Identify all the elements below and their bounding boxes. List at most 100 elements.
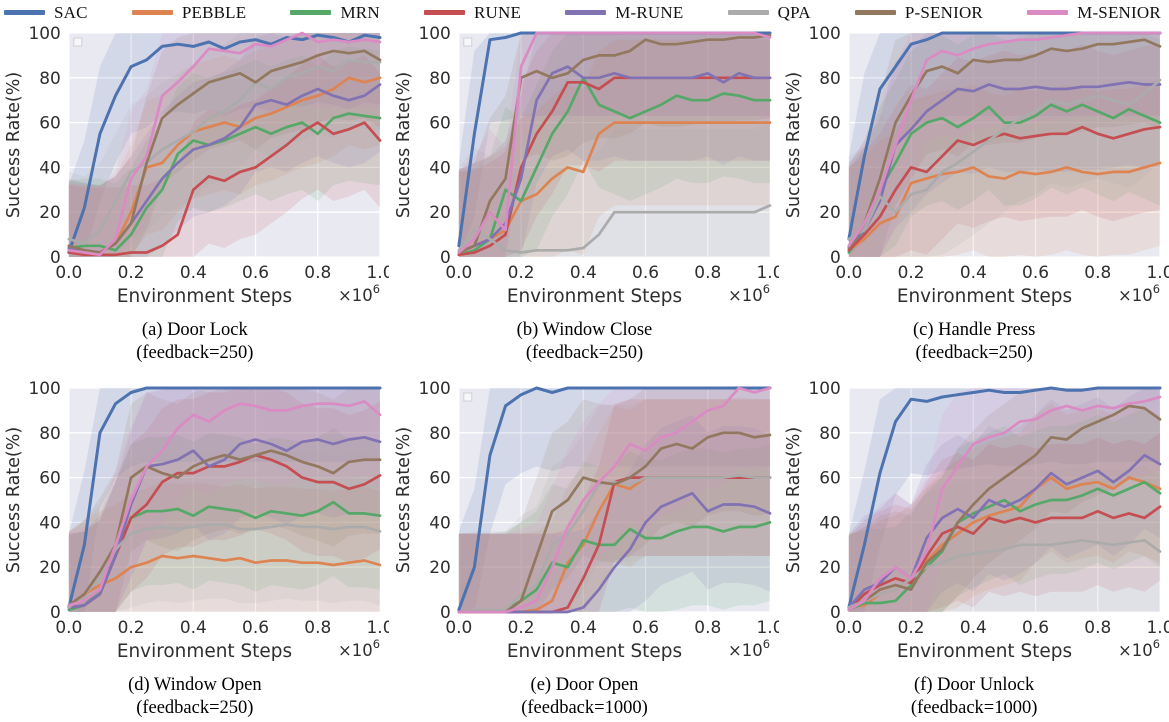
chart-c: 0 20 40 60 80 100 0.0 0.2 0.4 0.6 0.8 1.0 Success Ra… <box>784 25 1169 307</box>
axis-exponent-label: ×106 <box>1118 637 1160 660</box>
line-qpa <box>67 58 382 245</box>
x-tick-label: 0.0 <box>835 618 862 638</box>
x-axis-label: Environment Steps <box>117 641 292 662</box>
axis-exponent-base: ×10 <box>1118 641 1153 660</box>
line-p-senior <box>457 431 772 614</box>
legend-label-m-senior: M-SENIOR <box>1077 2 1161 22</box>
y-tick-label: 100 <box>29 380 61 399</box>
x-tick-label: 1.0 <box>367 618 389 638</box>
caption-f-line-1: (f) Door Unlock <box>914 675 1035 696</box>
axis-exponent-power: 6 <box>373 637 380 651</box>
line-rune <box>847 505 1162 612</box>
y-tick-label: 80 <box>429 69 451 89</box>
band-p-senior <box>848 33 1160 257</box>
x-axis-label: Environment Steps <box>896 641 1071 662</box>
x-axis-label: Environment Steps <box>507 286 682 307</box>
legend-swatch-rune <box>423 10 465 15</box>
line-m-senior <box>847 31 1162 248</box>
band-mrn <box>848 33 1160 257</box>
caption-f: (f) Door Unlock (feedback=1000) <box>911 674 1038 719</box>
chart-b: 0 20 40 60 80 100 0.0 0.2 0.4 0.6 0.8 1.0 Success Ra… <box>394 25 779 307</box>
y-tick-label: 0 <box>830 603 841 623</box>
axis-exponent-power: 6 <box>763 637 770 651</box>
y-tick-label: 60 <box>40 469 62 489</box>
caption-a-line-1: (a) Door Lock <box>141 320 248 340</box>
x-tick-label: 0.8 <box>305 263 332 283</box>
x-tick-label: 0.4 <box>570 618 597 638</box>
x-tick-label: 0.6 <box>632 618 659 638</box>
band-rune <box>69 388 381 613</box>
y-tick-label: 0 <box>50 603 61 623</box>
subplot-d: 0 20 40 60 80 100 0.0 0.2 0.4 0.6 0.8 1.0 Success Ra… <box>0 380 390 719</box>
legend-item-m-rune: M-RUNE <box>565 3 683 23</box>
axis-exponent-power: 6 <box>373 282 380 296</box>
y-tick-label: 0 <box>440 248 451 268</box>
legend-swatch-m-rune <box>565 10 607 15</box>
caption-e-line-1: (e) Door Open <box>530 675 639 696</box>
line-m-senior <box>457 386 772 614</box>
legend-placeholder-box <box>463 392 473 402</box>
band-sac <box>458 33 771 257</box>
axis-exponent-base: ×10 <box>338 641 373 660</box>
line-mrn <box>847 480 1162 612</box>
band-m-rune <box>69 388 381 613</box>
y-tick-label: 100 <box>418 25 450 44</box>
y-tick-label: 0 <box>830 248 841 268</box>
chart-a: 0 20 40 60 80 100 0.0 0.2 0.4 0.6 0.8 1.0 Success Ra… <box>4 25 389 307</box>
band-qpa <box>69 450 381 613</box>
band-rune <box>458 33 771 257</box>
caption-a: (a) Door Lock (feedback=250) <box>136 319 253 364</box>
x-axis-label: Environment Steps <box>117 286 292 307</box>
line-mrn <box>67 112 382 252</box>
band-qpa <box>848 33 1160 257</box>
legend-label-p-senior: P-SENIOR <box>904 2 983 22</box>
y-tick-label: 60 <box>429 469 451 489</box>
y-tick-label: 0 <box>440 603 451 623</box>
line-mrn <box>847 103 1162 254</box>
band-p-senior <box>458 33 771 257</box>
y-tick-label: 60 <box>819 114 841 134</box>
chart-d: 0 20 40 60 80 100 0.0 0.2 0.4 0.6 0.8 1.0 Success Ra… <box>4 380 389 662</box>
plot-area <box>458 388 771 613</box>
line-p-senior <box>67 49 382 254</box>
band-m-rune <box>458 415 771 613</box>
caption-c: (c) Handle Press (feedback=250) <box>913 319 1035 364</box>
axis-exponent-base: ×10 <box>728 641 763 660</box>
y-tick-label: 60 <box>819 469 841 489</box>
caption-b-line-2: (feedback=250) <box>525 342 644 363</box>
x-axis-label: Environment Steps <box>896 286 1071 307</box>
line-sac <box>67 386 382 610</box>
legend-label-pebble: PEBBLE <box>181 2 247 22</box>
x-tick-label: 0.4 <box>180 263 207 283</box>
y-axis-label: Success Rate(%) <box>394 427 414 573</box>
y-axis-label: Success Rate(%) <box>784 427 804 573</box>
x-tick-label: 0.8 <box>1084 263 1111 283</box>
band-m-senior <box>69 388 381 613</box>
y-axis-label: Success Rate(%) <box>4 72 24 218</box>
caption-b-line-1: (b) Window Close <box>516 320 653 340</box>
line-sac <box>457 386 772 612</box>
line-m-rune <box>457 492 772 614</box>
y-tick-label: 100 <box>808 380 840 399</box>
band-m-rune <box>458 33 771 257</box>
band-rune <box>848 44 1160 258</box>
line-m-senior <box>67 400 382 607</box>
y-tick-label: 80 <box>40 424 62 444</box>
legend-label-mrn: MRN <box>340 2 380 22</box>
legend-label-rune: RUNE <box>473 2 522 22</box>
y-tick-label: 100 <box>29 25 61 44</box>
y-tick-label: 40 <box>40 158 62 178</box>
x-tick-label: 1.0 <box>367 263 389 283</box>
y-tick-label: 100 <box>808 25 840 44</box>
legend-swatch-qpa <box>727 10 769 15</box>
legend-swatch-pebble <box>131 10 173 15</box>
axis-exponent-label: ×106 <box>338 282 380 305</box>
band-sac <box>848 388 1160 613</box>
x-tick-label: 0.0 <box>56 263 83 283</box>
line-pebble <box>67 554 382 607</box>
subplot-b: 0 20 40 60 80 100 0.0 0.2 0.4 0.6 0.8 1.0 Success Ra… <box>390 25 780 364</box>
x-tick-label: 0.6 <box>242 263 269 283</box>
x-tick-label: 1.0 <box>757 263 779 283</box>
chart-e: 0 20 40 60 80 100 0.0 0.2 0.4 0.6 0.8 1.0 Success Ra… <box>394 380 779 662</box>
